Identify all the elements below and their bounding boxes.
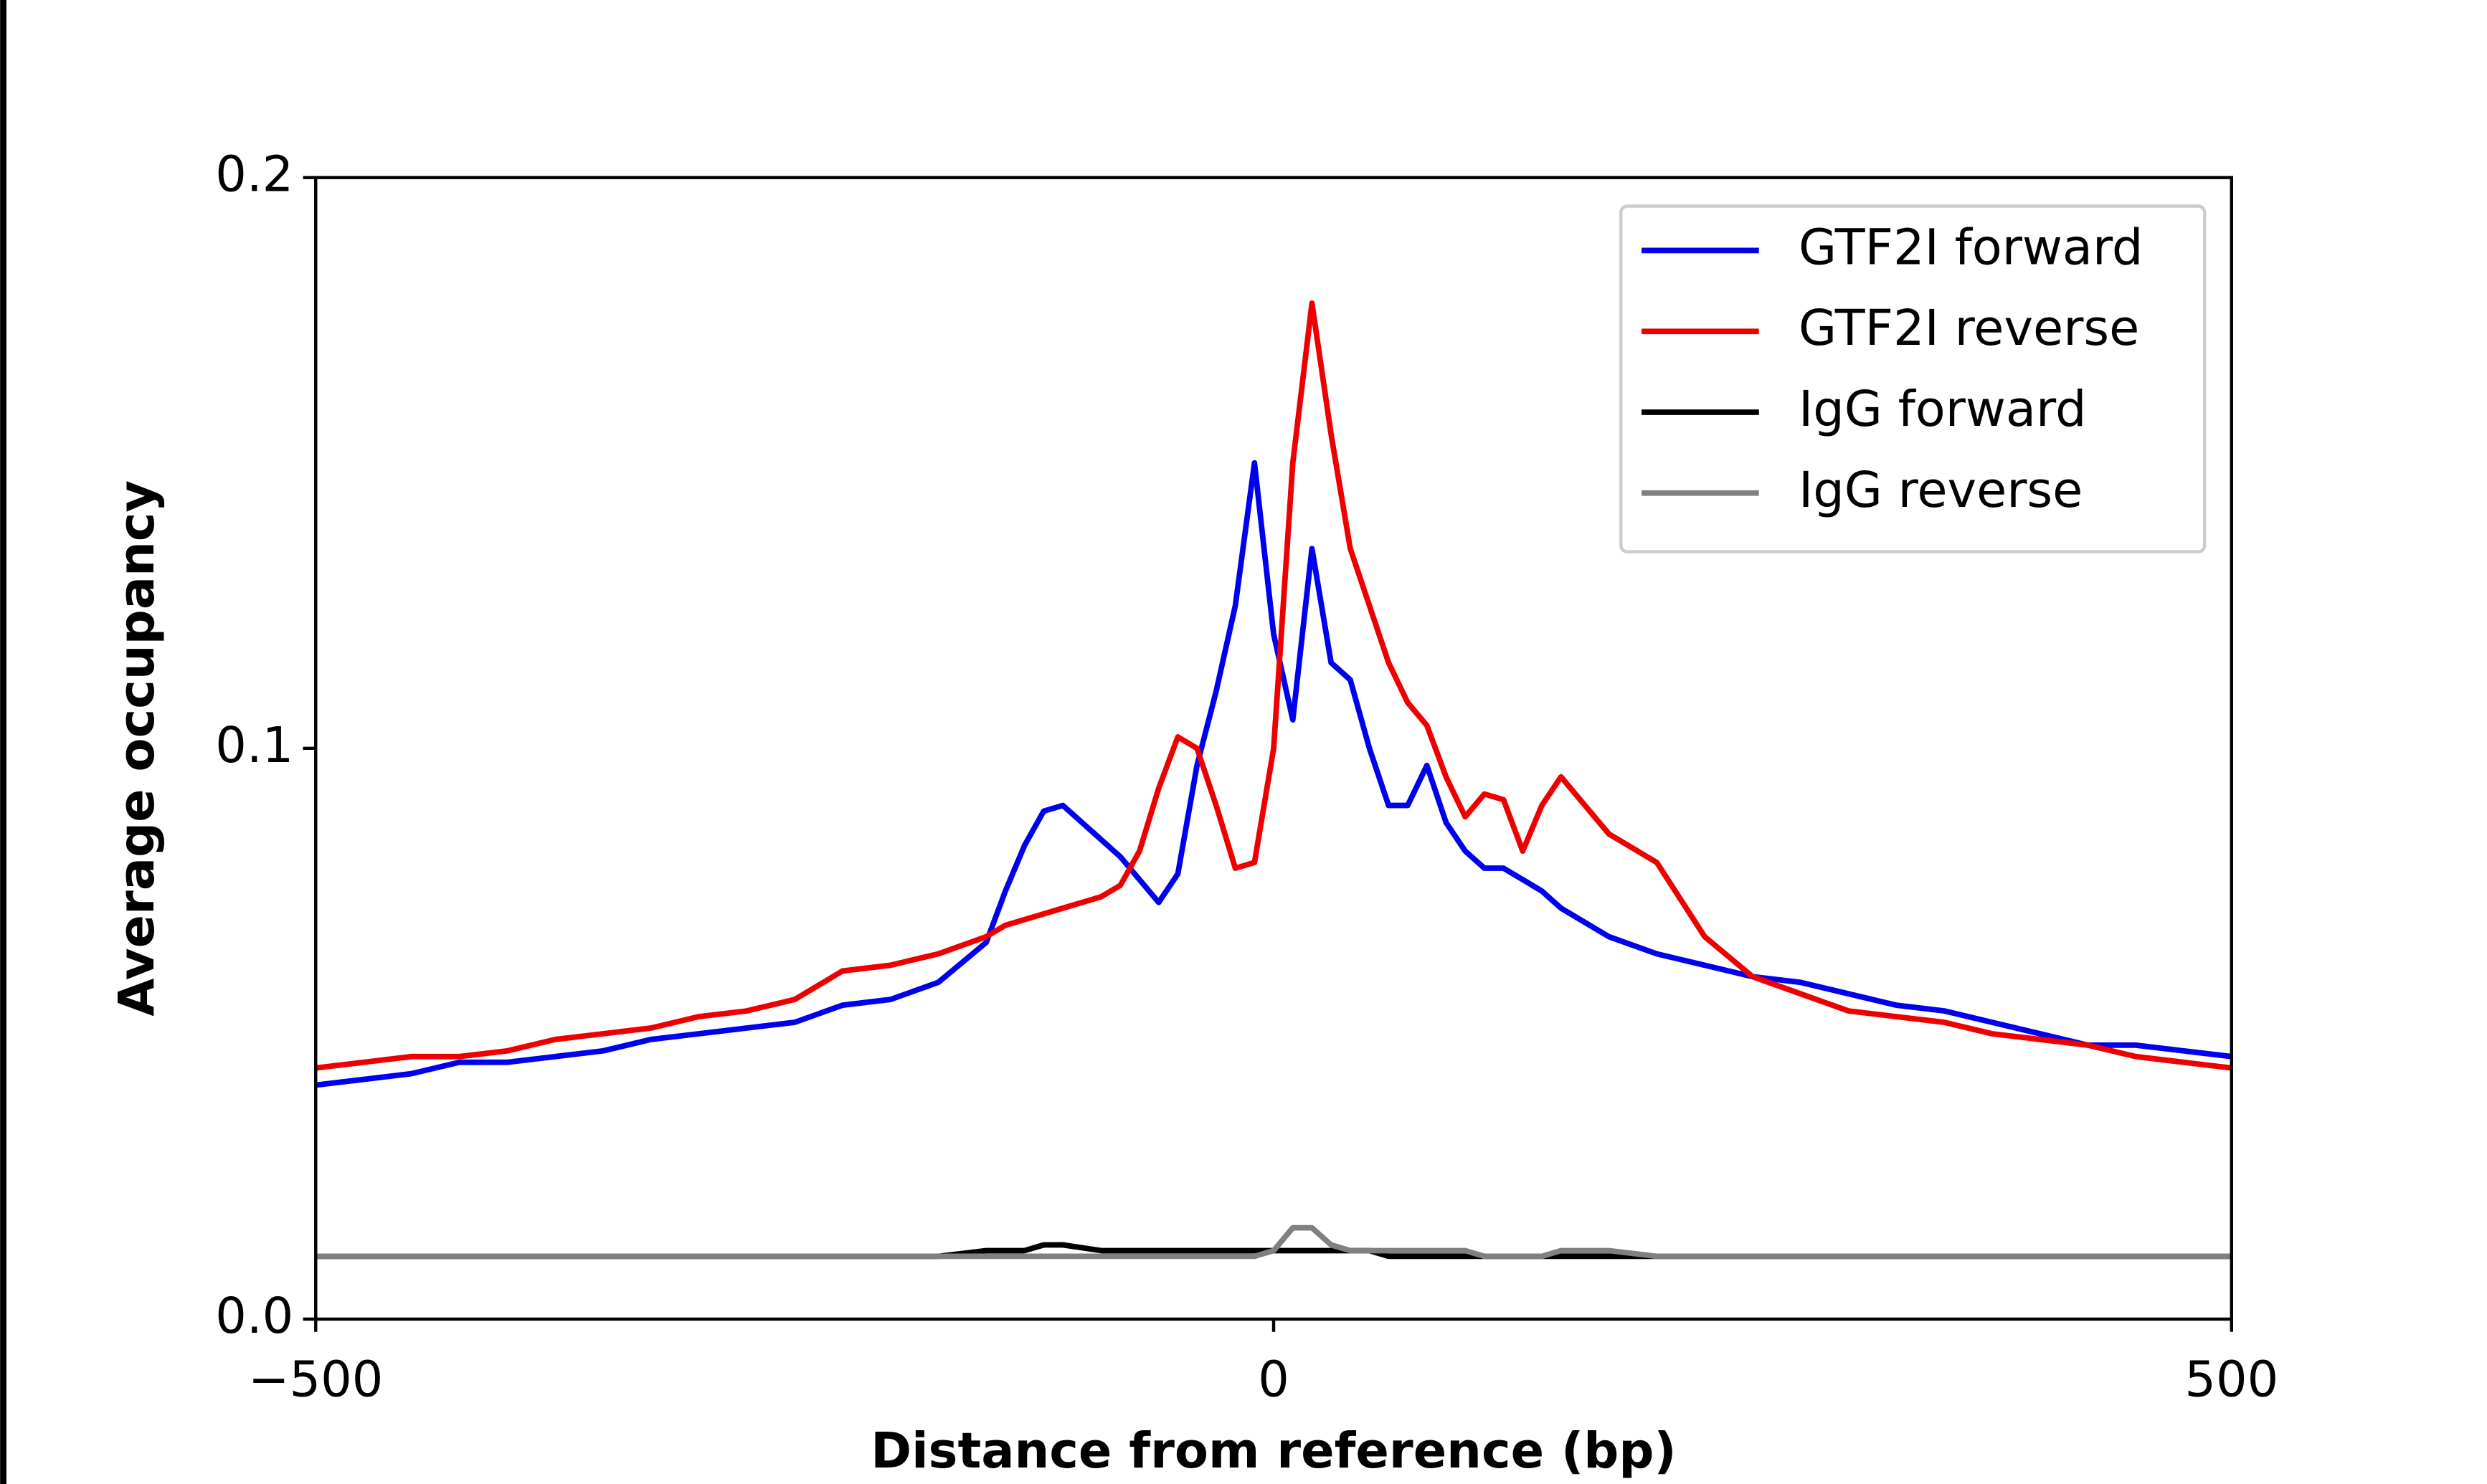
x-tick-label: 0: [1258, 1351, 1289, 1408]
plot-frame: [314, 176, 2234, 1321]
legend-label: GTF2I reverse: [1799, 300, 2139, 357]
edge-bar: [0, 0, 7, 1484]
legend: GTF2I forward GTF2I reverse IgG forward IgG…: [1619, 204, 2207, 553]
legend-label: IgG forward: [1799, 381, 2086, 438]
legend-label: IgG reverse: [1799, 462, 2083, 519]
x-tick-label: −500: [248, 1351, 383, 1408]
series-line: [315, 460, 2232, 1088]
x-tick-label: 500: [2184, 1351, 2278, 1408]
series-line: [316, 1224, 2232, 1260]
y-tick-label: 0.2: [215, 146, 293, 204]
y-tick-label: 0.0: [215, 1288, 293, 1345]
legend-label: GTF2I forward: [1799, 219, 2143, 276]
legend-box: [1619, 204, 2207, 553]
x-axis-label: Distance from reference (bp): [871, 1422, 1677, 1480]
y-axis-label: Average occupancy: [108, 480, 166, 1017]
series-line: [315, 300, 2232, 1071]
y-tick-label: 0.1: [215, 717, 293, 774]
